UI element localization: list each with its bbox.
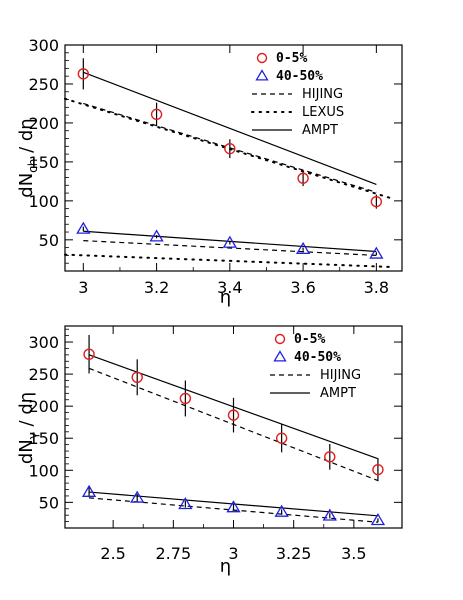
y-tick-label: 150 bbox=[28, 429, 59, 448]
y-axis-title: dNγ / dη bbox=[16, 392, 40, 464]
data-point-circle bbox=[150, 108, 163, 121]
chart-bottom-dngamma: 50 100 150 200 250 300 2.5 2.75 3 3.25 3.5 η dNγ / d… bbox=[16, 325, 403, 577]
legend-marker-triangle bbox=[273, 350, 287, 362]
data-point-circle bbox=[227, 409, 240, 421]
plot-frame bbox=[64, 44, 403, 272]
y-tick-label: 300 bbox=[28, 36, 59, 55]
data-point-circle bbox=[297, 172, 309, 184]
x-tick-label: 3.6 bbox=[290, 278, 315, 297]
legend-marker-triangle bbox=[255, 69, 269, 81]
x-axis-title: η bbox=[220, 556, 231, 577]
legend-label: AMPT bbox=[302, 123, 338, 138]
x-tick-label: 3.25 bbox=[276, 544, 312, 563]
x-tick-label: 3.2 bbox=[144, 278, 169, 297]
data-point-circle bbox=[370, 195, 383, 208]
data-point-triangle bbox=[76, 221, 91, 234]
y-tick-label: 200 bbox=[28, 397, 59, 416]
y-tick-label: 150 bbox=[28, 153, 59, 172]
data-point-circle bbox=[275, 432, 288, 444]
x-tick-label: 3 bbox=[228, 544, 238, 563]
data-point-triangle bbox=[226, 500, 241, 513]
legend-label: 40-50% bbox=[294, 350, 341, 365]
x-tick-label: 3 bbox=[78, 278, 88, 297]
legend-label: LEXUS bbox=[302, 105, 344, 120]
y-tick-label: 50 bbox=[39, 493, 59, 512]
data-point-triangle bbox=[81, 484, 97, 497]
x-tick-label: 2.5 bbox=[100, 544, 125, 563]
data-point-triangle bbox=[149, 229, 164, 242]
legend-label: 40-50% bbox=[276, 69, 323, 84]
series-line-lexus bbox=[64, 253, 396, 269]
legend-marker-circle bbox=[256, 52, 268, 64]
data-point-triangle bbox=[178, 496, 193, 510]
y-tick-label: 250 bbox=[28, 365, 59, 384]
data-point-circle bbox=[372, 463, 384, 476]
chart-top-dnch: 50 100 150 200 250 300 3 3.2 3.4 3.6 3.8 η dNch / dη… bbox=[16, 36, 403, 308]
x-axis-title: η bbox=[220, 287, 231, 308]
y-tick-label: 250 bbox=[28, 75, 59, 94]
x-tick-label: 3.8 bbox=[364, 278, 389, 297]
y-tick-label: 300 bbox=[28, 333, 59, 352]
data-point-circle bbox=[131, 371, 143, 384]
data-point-circle bbox=[324, 451, 336, 463]
data-point-triangle bbox=[130, 490, 145, 503]
y-tick-label: 100 bbox=[28, 461, 59, 480]
x-tick-label: 3.4 bbox=[217, 278, 242, 297]
data-point-triangle bbox=[370, 513, 386, 526]
data-point-circle bbox=[224, 142, 236, 155]
data-point-triangle bbox=[295, 241, 311, 255]
data-point-triangle bbox=[274, 504, 289, 517]
y-tick-label: 100 bbox=[28, 192, 59, 211]
series-line-ampt bbox=[83, 71, 377, 186]
data-point-triangle bbox=[369, 246, 384, 259]
legend-label: HIJING bbox=[302, 87, 343, 102]
x-tick-label: 2.75 bbox=[156, 544, 192, 563]
data-point-triangle bbox=[322, 508, 337, 521]
x-tick-label: 3.5 bbox=[341, 544, 366, 563]
data-point-triangle bbox=[222, 235, 237, 248]
data-point-circle bbox=[83, 348, 95, 360]
legend-label: HIJING bbox=[320, 368, 361, 383]
y-tick-label: 50 bbox=[39, 231, 59, 250]
y-axis-title: dNch / dη bbox=[16, 118, 40, 197]
y-tick-label: 200 bbox=[28, 114, 59, 133]
legend-label: 0-5% bbox=[294, 332, 325, 347]
data-point-circle bbox=[179, 392, 192, 405]
series-line-hijing bbox=[83, 240, 377, 257]
data-point-circle bbox=[77, 68, 90, 80]
legend-label: 0-5% bbox=[276, 51, 307, 66]
legend-label: AMPT bbox=[320, 386, 356, 401]
legend-marker-circle bbox=[274, 333, 286, 345]
